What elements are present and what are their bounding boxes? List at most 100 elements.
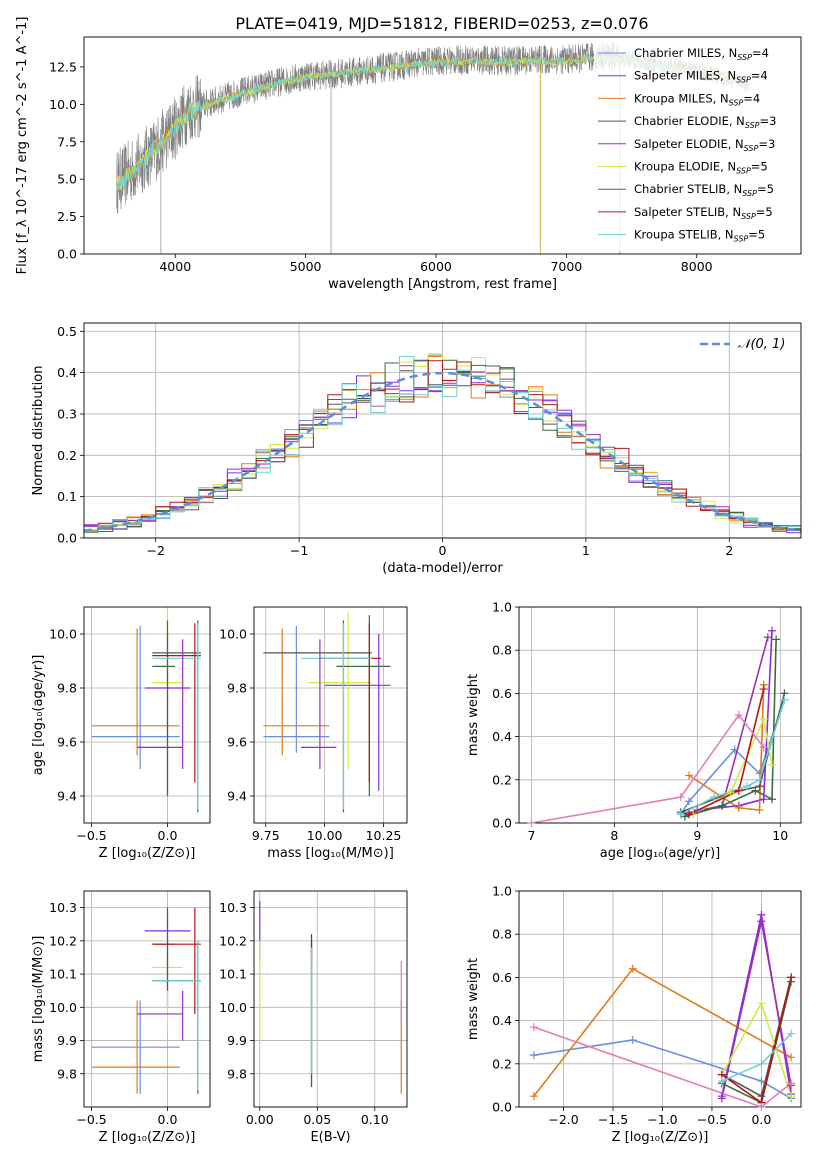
x-axis-label: Z [log₁₀(Z/Z⊙)] bbox=[99, 846, 196, 861]
weight-marker bbox=[772, 635, 781, 644]
y-axis-label: Flux [f_λ 10^-17 erg cm^-2 s^-1 A^-1] bbox=[15, 17, 30, 275]
weight-marker bbox=[787, 1092, 796, 1101]
weight-marker bbox=[709, 793, 718, 802]
legend-text: Salpeter MILES, N bbox=[634, 69, 736, 83]
x-tick-label: 8 bbox=[610, 828, 618, 843]
weight-marker bbox=[717, 1077, 726, 1086]
y-tick-label: 0.1 bbox=[57, 489, 77, 504]
legend-count: =3 bbox=[758, 137, 775, 151]
weight-line-3 bbox=[721, 977, 792, 1098]
legend-sub: SSP bbox=[737, 53, 752, 62]
weight-marker bbox=[780, 695, 789, 704]
x-tick-label: −0.5 bbox=[76, 828, 106, 843]
y-tick-label: 10.0 bbox=[219, 1000, 247, 1015]
y-tick-label: 9.6 bbox=[57, 735, 77, 750]
weight-marker bbox=[787, 1053, 796, 1062]
y-tick-label: 0.0 bbox=[57, 531, 77, 546]
y-tick-label: 0.2 bbox=[57, 448, 77, 463]
y-tick-label: 9.4 bbox=[227, 789, 247, 804]
y-tick-label: 12.5 bbox=[49, 59, 77, 74]
y-tick-label: 1.0 bbox=[492, 884, 512, 899]
weight-marker bbox=[734, 786, 743, 795]
x-axis-label: Z [log₁₀(Z/Z⊙)] bbox=[99, 1130, 196, 1145]
legend-sub: SSP bbox=[744, 144, 759, 153]
legend-count: =5 bbox=[751, 160, 768, 174]
x-tick-label: 1 bbox=[582, 543, 590, 558]
legend-entry: Chabrier STELIB, NSSP=5 bbox=[634, 182, 774, 198]
y-axis-label: Normed distribution bbox=[31, 366, 46, 496]
weight-line-7 bbox=[721, 977, 792, 1105]
legend-sub: SSP bbox=[742, 189, 757, 198]
y-tick-label: 10.1 bbox=[49, 967, 77, 982]
weight-marker bbox=[676, 793, 685, 802]
y-tick-label: 0.3 bbox=[57, 406, 77, 421]
x-tick-label: −1.0 bbox=[647, 1112, 677, 1127]
x-tick-label: 7000 bbox=[550, 259, 582, 274]
weight-marker bbox=[767, 760, 776, 769]
weight-marker bbox=[717, 1094, 726, 1103]
y-tick-label: 0.2 bbox=[492, 772, 512, 787]
plot-area bbox=[91, 612, 201, 813]
axes-frame bbox=[83, 890, 211, 1108]
y-tick-label: 0.8 bbox=[492, 927, 512, 942]
weight-line-0 bbox=[533, 1039, 792, 1100]
x-tick-label: 0.00 bbox=[246, 1112, 274, 1127]
panel-age-vs-mass: 9.75 10.00 10.25 9.4 9.6 9.8 10.0 mass [log₁₀(M… bbox=[219, 606, 408, 861]
legend-count: =4 bbox=[743, 91, 760, 105]
weight-marker bbox=[757, 999, 766, 1008]
y-tick-label: 9.8 bbox=[227, 681, 247, 696]
x-tick-label: −0.5 bbox=[76, 1112, 106, 1127]
weight-line-6 bbox=[721, 981, 792, 1104]
x-tick-label: 0.0 bbox=[158, 1112, 178, 1127]
legend-text: Chabrier STELIB, N bbox=[634, 182, 742, 196]
axes-frame bbox=[518, 890, 802, 1108]
y-tick-label: 0.0 bbox=[57, 247, 77, 262]
axes-frame bbox=[83, 36, 802, 255]
y-tick-label: 5.0 bbox=[57, 172, 77, 187]
weight-marker bbox=[767, 626, 776, 635]
y-tick-label: 9.8 bbox=[57, 1066, 77, 1081]
x-tick-label: −2.0 bbox=[548, 1112, 578, 1127]
y-tick-label: 0.6 bbox=[492, 686, 512, 701]
x-tick-label: 9.75 bbox=[252, 828, 280, 843]
x-tick-label: −1 bbox=[290, 543, 308, 558]
y-tick-label: 0.4 bbox=[57, 365, 77, 380]
y-axis-label: age [log₁₀(age/yr)] bbox=[31, 655, 46, 776]
legend-sub: SSP bbox=[745, 121, 760, 130]
x-tick-label: 0 bbox=[439, 543, 447, 558]
weight-marker bbox=[759, 685, 768, 694]
y-tick-label: 9.9 bbox=[57, 1033, 77, 1048]
y-tick-label: 9.4 bbox=[57, 789, 77, 804]
y-tick-label: 10.0 bbox=[49, 1000, 77, 1015]
weight-marker bbox=[767, 795, 776, 804]
legend-entry: Salpeter STELIB, NSSP=5 bbox=[634, 205, 773, 221]
weight-marker bbox=[718, 801, 727, 810]
weight-marker bbox=[763, 633, 772, 642]
plot-area bbox=[259, 900, 402, 1094]
weight-marker bbox=[685, 771, 694, 780]
y-tick-label: 10.3 bbox=[219, 900, 247, 915]
figure-title: PLATE=0419, MJD=51812, FIBERID=0253, z=0… bbox=[235, 14, 648, 33]
x-tick-label: 8000 bbox=[681, 259, 713, 274]
legend-sub: SSP bbox=[736, 167, 751, 176]
y-tick-label: 0.0 bbox=[492, 816, 512, 831]
weight-line-9 bbox=[533, 1026, 792, 1107]
weight-marker bbox=[726, 788, 735, 797]
legend-entry: Salpeter MILES, NSSP=4 bbox=[634, 69, 768, 85]
legend-entry: Kroupa MILES, NSSP=4 bbox=[634, 91, 760, 107]
legend-entry: Chabrier MILES, NSSP=4 bbox=[634, 46, 769, 62]
weight-marker bbox=[787, 1029, 796, 1038]
x-axis-label: (data-model)/error bbox=[382, 561, 503, 576]
panels: 4000 5000 6000 7000 80000.02.55.07.510.012.5… bbox=[15, 17, 802, 1145]
x-tick-label: −2 bbox=[146, 543, 164, 558]
weight-marker bbox=[685, 797, 694, 806]
x-tick-label: 4000 bbox=[159, 259, 191, 274]
weight-marker bbox=[787, 973, 796, 982]
legend-sub: SSP bbox=[741, 212, 756, 221]
y-tick-label: 9.6 bbox=[227, 735, 247, 750]
weight-marker bbox=[628, 1036, 637, 1045]
histogram-step-7 bbox=[84, 360, 801, 532]
legend-sub: SSP bbox=[729, 98, 744, 107]
x-tick-label: 2 bbox=[725, 543, 733, 558]
weight-marker bbox=[529, 1023, 538, 1032]
